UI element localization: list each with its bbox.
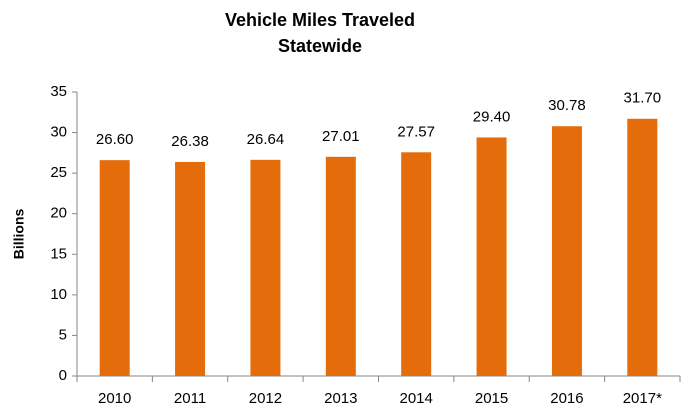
value-label: 26.38 — [171, 133, 209, 150]
bar — [250, 159, 281, 376]
y-tick-label: 25 — [50, 164, 67, 181]
y-tick-label: 30 — [50, 124, 67, 141]
x-tick-label: 2014 — [400, 390, 433, 407]
bar — [401, 152, 432, 376]
y-tick-label: 10 — [50, 286, 67, 303]
x-tick-label: 2015 — [475, 390, 508, 407]
value-label: 30.78 — [548, 97, 586, 114]
bar — [476, 137, 507, 376]
x-tick-label: 2010 — [98, 390, 131, 407]
x-tick-label: 2013 — [324, 390, 357, 407]
bar — [99, 160, 130, 376]
bar — [551, 126, 582, 377]
y-tick-label: 15 — [50, 245, 67, 262]
value-label: 31.70 — [624, 90, 662, 107]
y-tick-label: 20 — [50, 205, 67, 222]
x-tick-label: 2011 — [174, 390, 206, 407]
value-label: 27.57 — [397, 123, 435, 140]
chart-title: Vehicle Miles Traveled — [225, 10, 415, 30]
chart-title: Statewide — [278, 36, 362, 56]
y-tick-label: 35 — [50, 83, 67, 100]
value-label: 26.64 — [247, 131, 285, 148]
value-label: 27.01 — [322, 128, 360, 145]
bar — [325, 156, 356, 376]
bar — [175, 161, 206, 376]
x-tick-label: 2016 — [550, 390, 583, 407]
x-tick-label: 2017* — [623, 390, 662, 407]
x-tick-label: 2012 — [249, 390, 282, 407]
y-axis-label: Billions — [11, 209, 27, 260]
value-label: 26.60 — [96, 131, 134, 148]
y-tick-label: 0 — [59, 367, 67, 384]
y-tick-label: 5 — [59, 326, 67, 343]
bar — [627, 118, 658, 376]
value-label: 29.40 — [473, 108, 511, 125]
